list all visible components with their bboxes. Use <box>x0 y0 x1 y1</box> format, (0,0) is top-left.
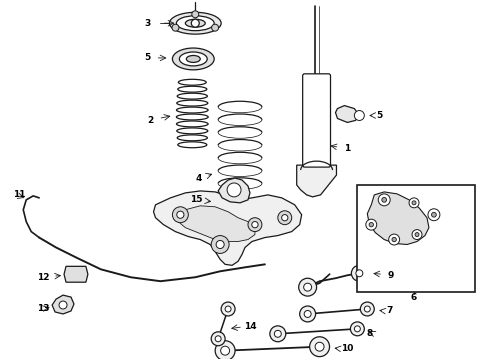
Circle shape <box>369 222 373 227</box>
Polygon shape <box>218 178 250 203</box>
Ellipse shape <box>177 93 207 99</box>
FancyBboxPatch shape <box>303 74 331 167</box>
Text: 3: 3 <box>145 19 151 28</box>
Ellipse shape <box>177 100 208 106</box>
Ellipse shape <box>170 12 221 34</box>
Text: 4: 4 <box>195 174 201 183</box>
Text: 13: 13 <box>37 305 49 314</box>
Circle shape <box>356 270 363 277</box>
Text: 11: 11 <box>13 190 25 199</box>
Text: 6: 6 <box>411 293 417 302</box>
Polygon shape <box>178 206 255 242</box>
Circle shape <box>221 302 235 316</box>
Text: 2: 2 <box>147 116 154 125</box>
Circle shape <box>350 322 365 336</box>
Circle shape <box>351 265 368 281</box>
Circle shape <box>392 237 396 242</box>
Circle shape <box>215 341 235 360</box>
Circle shape <box>216 240 224 248</box>
Circle shape <box>299 278 317 296</box>
Ellipse shape <box>176 114 208 120</box>
Polygon shape <box>153 191 302 265</box>
Circle shape <box>191 19 199 27</box>
Circle shape <box>415 233 419 237</box>
Text: 14: 14 <box>244 322 256 331</box>
Circle shape <box>409 198 419 208</box>
Circle shape <box>211 235 229 253</box>
Ellipse shape <box>176 16 214 31</box>
Circle shape <box>365 306 370 312</box>
Circle shape <box>366 219 377 230</box>
Circle shape <box>282 215 288 221</box>
Text: 10: 10 <box>341 344 354 353</box>
Circle shape <box>177 211 184 218</box>
Circle shape <box>304 310 311 318</box>
Circle shape <box>389 234 400 245</box>
Circle shape <box>248 218 262 231</box>
Ellipse shape <box>185 19 205 27</box>
Circle shape <box>172 24 179 31</box>
Circle shape <box>428 209 440 221</box>
Circle shape <box>412 230 422 239</box>
Ellipse shape <box>186 55 200 62</box>
Circle shape <box>211 332 225 346</box>
Ellipse shape <box>176 107 208 113</box>
Ellipse shape <box>179 52 207 66</box>
Circle shape <box>274 330 281 337</box>
Polygon shape <box>64 266 88 282</box>
Ellipse shape <box>178 79 206 85</box>
Text: 8: 8 <box>366 329 372 338</box>
Polygon shape <box>297 165 337 197</box>
Polygon shape <box>52 295 74 314</box>
Circle shape <box>354 111 365 121</box>
Text: 5: 5 <box>145 53 151 62</box>
Text: 15: 15 <box>190 195 202 204</box>
Circle shape <box>360 302 374 316</box>
Circle shape <box>432 212 436 217</box>
Circle shape <box>278 211 292 225</box>
Bar <box>357 185 475 292</box>
Circle shape <box>412 201 416 205</box>
Circle shape <box>378 194 390 206</box>
Circle shape <box>304 283 312 291</box>
Circle shape <box>59 301 67 309</box>
Text: 7: 7 <box>386 306 392 315</box>
Polygon shape <box>368 192 429 244</box>
Circle shape <box>212 24 219 31</box>
Text: 9: 9 <box>388 271 394 280</box>
Polygon shape <box>336 105 359 122</box>
Circle shape <box>300 306 316 322</box>
Circle shape <box>172 207 188 223</box>
Ellipse shape <box>178 86 207 92</box>
Circle shape <box>215 336 221 342</box>
Ellipse shape <box>177 128 208 134</box>
Circle shape <box>220 346 230 355</box>
Ellipse shape <box>172 48 214 70</box>
Circle shape <box>227 183 241 197</box>
Text: 12: 12 <box>37 273 49 282</box>
Circle shape <box>252 221 258 228</box>
Ellipse shape <box>178 142 207 148</box>
Ellipse shape <box>176 121 208 127</box>
Circle shape <box>354 326 360 332</box>
Text: 5: 5 <box>376 111 382 120</box>
Circle shape <box>315 342 324 351</box>
Circle shape <box>310 337 329 357</box>
Ellipse shape <box>177 135 207 141</box>
Circle shape <box>225 306 231 312</box>
Circle shape <box>192 11 199 18</box>
Circle shape <box>270 326 286 342</box>
Text: 1: 1 <box>344 144 350 153</box>
Circle shape <box>382 198 387 202</box>
